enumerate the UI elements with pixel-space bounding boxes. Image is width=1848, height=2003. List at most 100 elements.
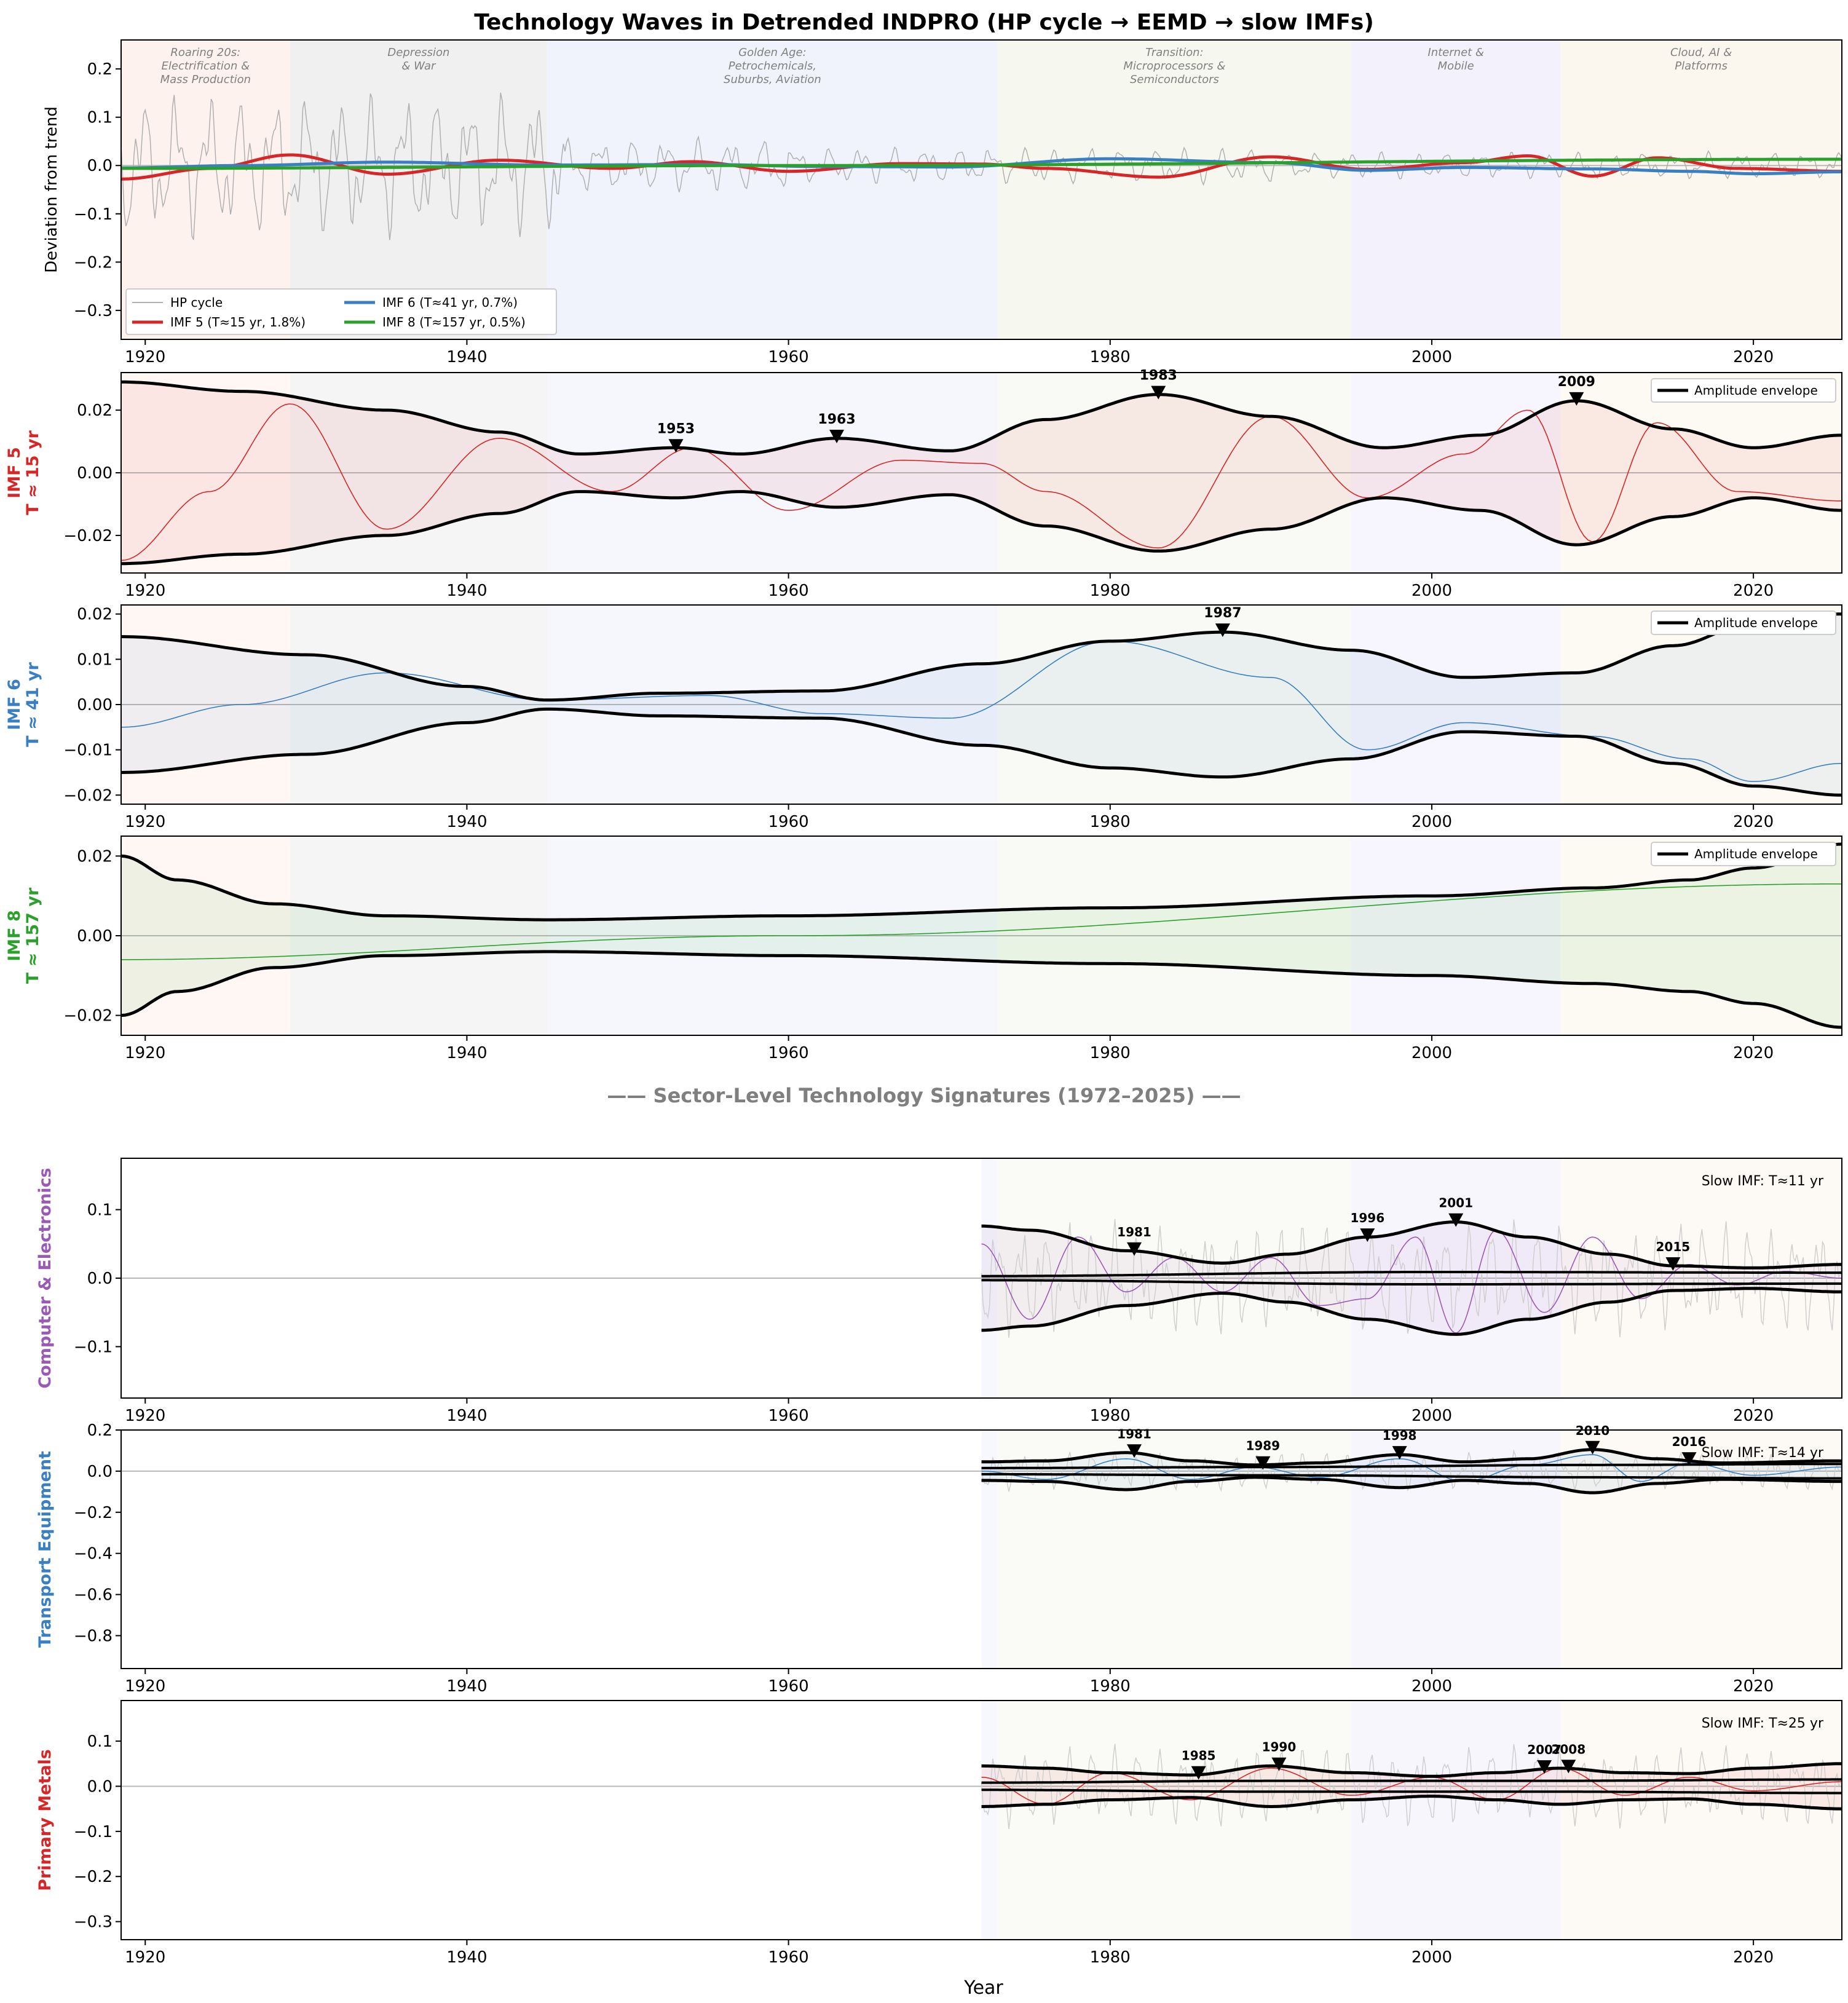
x-tick-label: 2020 xyxy=(1733,582,1774,600)
x-tick-label: 1940 xyxy=(446,582,487,600)
x-tick-label: 1940 xyxy=(446,1044,487,1062)
envelope2-upper xyxy=(981,1778,1842,1784)
era-band xyxy=(1560,1701,1842,1940)
x-tick-label: 2000 xyxy=(1412,1407,1452,1425)
x-tick-label: 2000 xyxy=(1412,1948,1452,1967)
x-tick-label: 1980 xyxy=(1090,813,1131,831)
peak-label: 1990 xyxy=(1262,1740,1297,1755)
y-tick-label: 0.00 xyxy=(77,696,113,714)
envelope-upper xyxy=(981,1762,1842,1778)
envelope-legend: Amplitude envelope xyxy=(1651,842,1836,866)
peak-label: 1985 xyxy=(1182,1748,1216,1763)
peak-label: 1998 xyxy=(1383,1428,1417,1443)
x-tick-label: 1940 xyxy=(446,813,487,831)
y-axis-label: Deviation from trend xyxy=(42,106,61,273)
x-tick-label: 2000 xyxy=(1412,348,1452,366)
envelope2-upper xyxy=(981,1463,1842,1469)
peak-label: 2016 xyxy=(1672,1434,1707,1449)
y-tick-label: 0.00 xyxy=(77,927,113,946)
y-tick-label: −0.02 xyxy=(63,1007,113,1025)
era-band xyxy=(997,1430,1352,1669)
y-tick-label: −0.3 xyxy=(74,302,113,320)
y-tick-label: −0.4 xyxy=(74,1545,113,1563)
x-tick-label: 2020 xyxy=(1733,813,1774,831)
y-tick-label: −0.3 xyxy=(74,1913,113,1932)
envelope-lower xyxy=(981,1795,1842,1811)
y-tick-label: −0.2 xyxy=(74,1868,113,1886)
y-tick-label: 0.02 xyxy=(77,606,113,624)
plot-area-computer xyxy=(121,1158,1842,1398)
envelope-lower xyxy=(981,1476,1842,1495)
envelope-band xyxy=(121,382,1842,564)
peak-marker xyxy=(1255,1456,1271,1470)
peak-marker xyxy=(1392,1446,1407,1460)
x-tick-label: 2020 xyxy=(1733,1044,1774,1062)
y-tick-label: −0.6 xyxy=(74,1586,113,1605)
peak-marker xyxy=(1448,1213,1464,1227)
x-tick-label: 2000 xyxy=(1412,1044,1452,1062)
envelope-band xyxy=(981,1449,1842,1493)
section-title: —— Sector-Level Technology Signatures (1… xyxy=(607,1084,1241,1107)
legend-entry: HP cycle xyxy=(170,295,223,310)
plot-area-overview xyxy=(121,40,1842,339)
peak-label: 1963 xyxy=(818,412,855,427)
plot-area-imf5 xyxy=(121,373,1842,573)
era-label: & War xyxy=(401,60,436,73)
plot-area-transport xyxy=(121,1430,1842,1669)
plot-area-imf8 xyxy=(121,836,1842,1035)
envelope-legend: Amplitude envelope xyxy=(1651,610,1836,635)
legend-entry: Amplitude envelope xyxy=(1694,615,1818,630)
panel-computer: 1981 1996 2001 2015 Slow IMF: T≈11 yr Compute… xyxy=(36,1158,1842,1425)
x-tick-label: 1920 xyxy=(125,348,165,366)
overview-legend: HP cycle IMF 5 (T≈15 yr, 1.8%) IMF 6 (T≈41… xyxy=(125,288,557,335)
x-tick-label: 2000 xyxy=(1412,582,1452,600)
era-band xyxy=(1351,1430,1561,1669)
peak-marker xyxy=(1127,1242,1142,1256)
chart-title: Technology Waves in Detrended INDPRO (HP… xyxy=(474,10,1374,35)
y-tick-label: 0.2 xyxy=(87,60,113,79)
y-tick-label: 0.00 xyxy=(77,464,113,483)
y-axis-label: T ≈ 41 yr xyxy=(23,662,42,746)
peak-label: 1981 xyxy=(1117,1426,1151,1441)
y-tick-label: 0.0 xyxy=(87,157,113,175)
x-tick-label: 1960 xyxy=(768,582,809,600)
era-label: Roaring 20s: xyxy=(170,46,240,59)
era-band xyxy=(1351,1701,1561,1940)
era-band xyxy=(981,1701,998,1940)
peak-label: 1987 xyxy=(1204,606,1241,621)
y-axis-label: Primary Metals xyxy=(36,1749,55,1891)
envelope2-lower xyxy=(981,1788,1842,1795)
y-tick-label: −0.02 xyxy=(63,527,113,545)
peak-label: 1983 xyxy=(1140,368,1177,384)
peak-marker xyxy=(1561,1760,1576,1774)
peak-marker xyxy=(1215,623,1230,638)
imf-line xyxy=(121,883,1842,960)
x-tick-label: 1980 xyxy=(1090,1948,1131,1967)
plot-area-metals xyxy=(121,1701,1842,1940)
legend-entry: IMF 8 (T≈157 yr, 0.5%) xyxy=(382,315,526,330)
envelope-upper xyxy=(981,1220,1842,1270)
series-line-3 xyxy=(121,157,1842,170)
y-tick-label: 0.01 xyxy=(77,650,113,669)
envelope-band xyxy=(121,844,1842,1027)
axes-frame xyxy=(120,39,1842,340)
peak-marker xyxy=(829,429,845,443)
y-axis-label: IMF 6 xyxy=(5,679,24,730)
legend-entry: IMF 5 (T≈15 yr, 1.8%) xyxy=(170,315,306,330)
y-tick-label: −0.2 xyxy=(74,1504,113,1522)
era-band xyxy=(997,40,1352,339)
era-label: Petrochemicals, xyxy=(729,60,816,73)
x-tick-label: 2020 xyxy=(1733,1677,1774,1696)
era-label: Mobile xyxy=(1438,60,1474,73)
era-label: Electrification & xyxy=(162,60,250,73)
y-tick-label: −0.2 xyxy=(74,253,113,272)
x-tick-label: 1920 xyxy=(125,1044,165,1062)
imf-line xyxy=(121,403,1842,561)
peak-label: 2008 xyxy=(1551,1742,1585,1756)
peak-label: 2007 xyxy=(1527,1742,1562,1757)
peak-label: 2009 xyxy=(1558,374,1595,390)
y-tick-label: −0.1 xyxy=(74,1823,113,1841)
slow-imf-note: Slow IMF: T≈11 yr xyxy=(1702,1174,1824,1189)
